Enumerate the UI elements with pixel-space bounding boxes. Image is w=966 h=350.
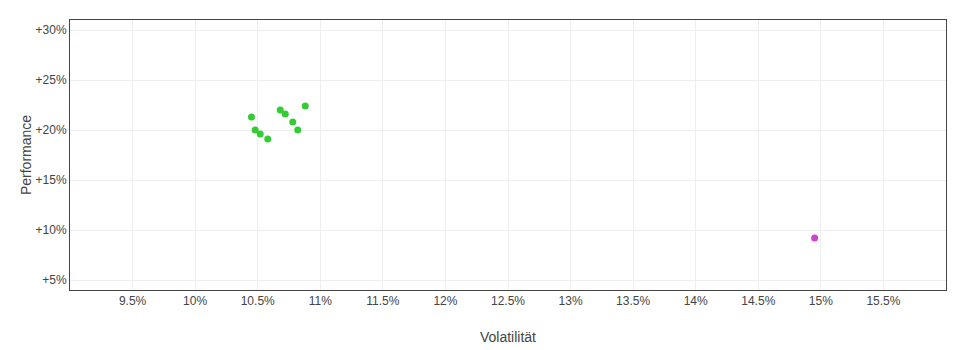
svg-text:11.5%: 11.5% <box>366 294 399 308</box>
svg-text:+15%: +15% <box>36 173 67 187</box>
svg-text:9.5%: 9.5% <box>119 294 147 308</box>
svg-text:15.5%: 15.5% <box>866 294 900 308</box>
svg-text:+10%: +10% <box>36 223 67 237</box>
svg-text:12.5%: 12.5% <box>491 294 525 308</box>
svg-text:10.5%: 10.5% <box>241 294 275 308</box>
svg-text:+20%: +20% <box>36 123 67 137</box>
svg-text:13%: 13% <box>559 294 583 308</box>
svg-text:14%: 14% <box>684 294 708 308</box>
svg-text:10%: 10% <box>183 294 207 308</box>
svg-text:15%: 15% <box>809 294 833 308</box>
svg-text:12%: 12% <box>433 294 457 308</box>
svg-text:+30%: +30% <box>36 23 67 37</box>
svg-text:14.5%: 14.5% <box>741 294 775 308</box>
svg-text:11%: 11% <box>309 294 332 308</box>
svg-text:13.5%: 13.5% <box>616 294 650 308</box>
svg-text:Volatilität: Volatilität <box>480 329 536 345</box>
svg-text:+25%: +25% <box>36 73 67 87</box>
svg-text:+5%: +5% <box>42 273 67 287</box>
svg-text:Performance: Performance <box>18 115 34 195</box>
